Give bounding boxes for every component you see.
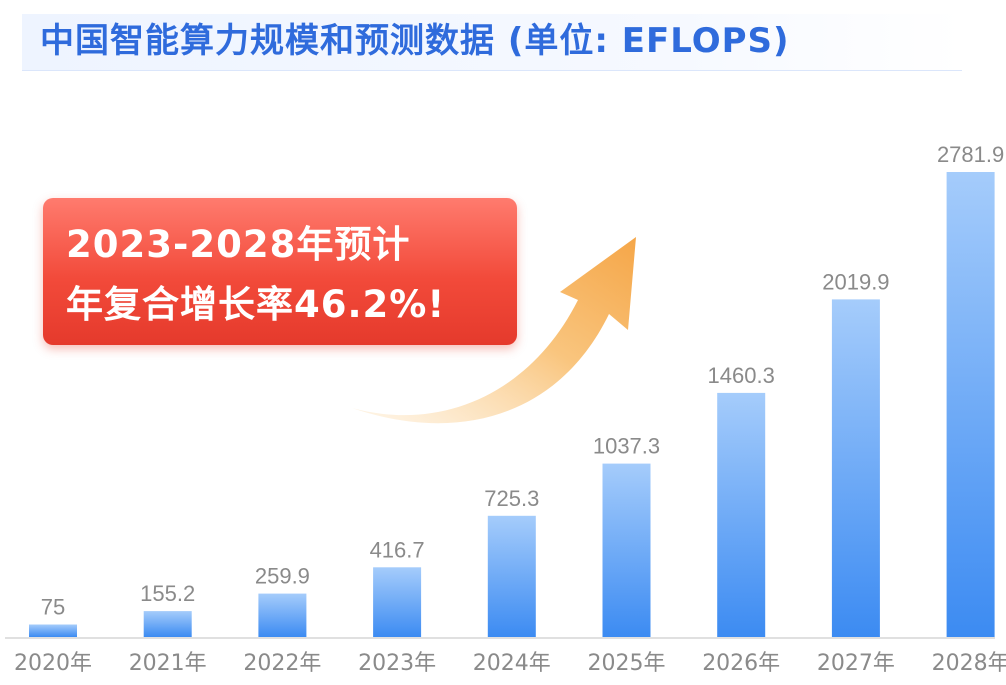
x-tick-label: 2025年 [588,651,666,676]
bar-2027年 [831,299,880,637]
value-label: 2781.9 [937,142,1004,167]
value-label: 416.7 [370,537,425,562]
x-tick-label: 2028年 [932,651,1006,676]
callout-line-1: 2023-2028年预计 [66,223,411,266]
x-tick-label: 2020年 [14,651,92,676]
bar-2020年 [29,624,77,637]
bar-2025年 [602,463,651,637]
bar-2021年 [143,611,192,637]
x-tick-label: 2021年 [129,651,207,676]
bar-2028年 [946,172,995,637]
title-band [22,14,962,71]
x-tick-label: 2023年 [358,651,436,676]
value-label: 1037.3 [593,434,660,459]
bar-2023年 [373,567,422,637]
value-label: 725.3 [484,486,539,511]
callout-line-2: 年复合增长率46.2%! [66,283,446,326]
x-tick-label: 2024年 [473,651,551,676]
value-label: 259.9 [255,564,310,589]
chart-title: 中国智能算力规模和预测数据 (单位: EFLOPS) [40,21,790,61]
value-label: 155.2 [140,581,195,606]
x-tick-label: 2022年 [243,651,321,676]
value-label: 75 [41,595,65,620]
value-label: 1460.3 [708,363,775,388]
bar-2026年 [717,392,766,637]
bar-2022年 [258,593,307,637]
bar-2024年 [487,515,536,637]
x-tick-label: 2026年 [702,651,780,676]
cagr-callout: 2023-2028年预计 年复合增长率46.2%! [43,198,517,345]
x-tick-label: 2027年 [817,651,895,676]
growth-arrow-icon [352,237,636,424]
value-label: 2019.9 [822,269,889,294]
